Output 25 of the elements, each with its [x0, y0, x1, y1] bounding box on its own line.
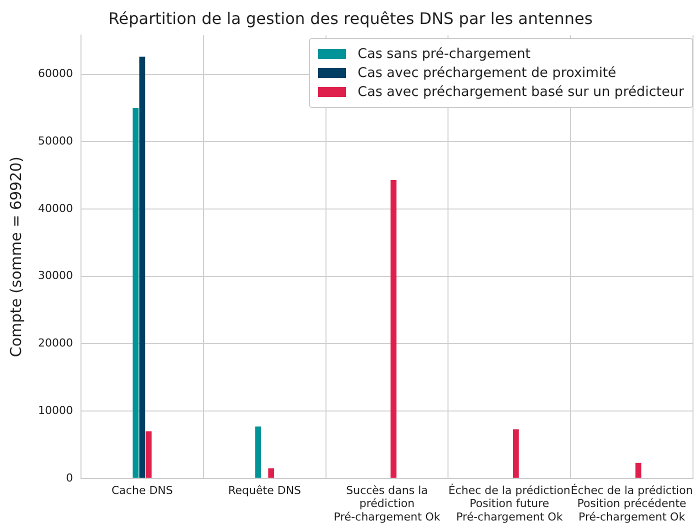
y-tick-label: 40000 [38, 202, 73, 215]
legend-label: Cas avec préchargement basé sur un prédicteur [358, 84, 684, 100]
y-tick-label: 10000 [38, 404, 73, 417]
bar [635, 462, 642, 478]
chart-title: Répartition de la gestion des requêtes DNS par les antennes [108, 8, 593, 28]
bar [146, 431, 152, 478]
y-tick-label: 30000 [38, 269, 73, 282]
bar [268, 468, 274, 478]
x-tick-label: Cache DNS [112, 484, 173, 497]
y-axis-title: Compte (somme = 69920) [6, 156, 25, 358]
y-tick-label: 60000 [38, 67, 73, 80]
x-tick-label: Requête DNS [228, 484, 302, 497]
x-tick-label: Échec de la prédiction Position future Pré-chargement Ok [448, 482, 570, 524]
bar [512, 429, 519, 478]
legend-label: Cas sans pré-chargement [358, 46, 531, 62]
bar [390, 180, 396, 478]
y-tick-label: 20000 [38, 336, 73, 350]
x-tick-label: Succès dans la prédiction Pré-chargement Ok [334, 484, 441, 524]
legend-label: Cas avec préchargement de proximité [358, 65, 616, 81]
y-tick-label: 50000 [38, 134, 73, 148]
bar [255, 426, 262, 478]
x-tick-label: Échec de la prédiction Position précédente Pré-chargement Ok [570, 482, 693, 524]
y-tick-label: 0 [66, 471, 73, 484]
bar [132, 108, 139, 478]
bar [139, 56, 146, 478]
